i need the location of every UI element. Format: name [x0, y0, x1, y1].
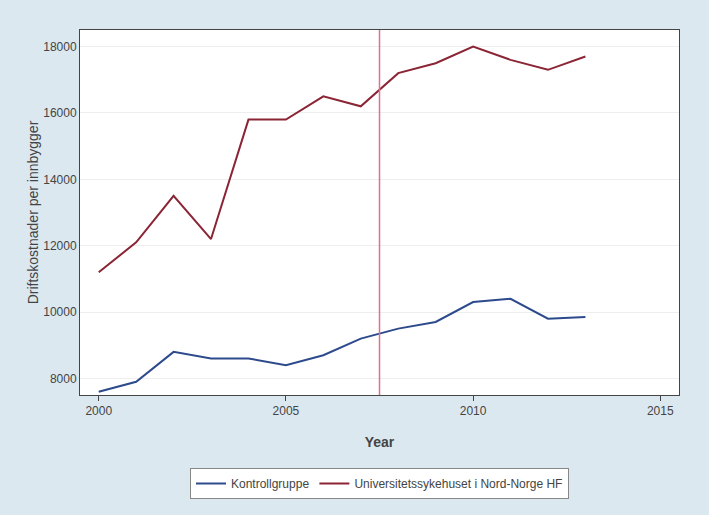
svg-text:16000: 16000 — [43, 106, 77, 120]
svg-text:Kontrollgruppe: Kontrollgruppe — [231, 477, 309, 491]
svg-text:14000: 14000 — [43, 173, 77, 187]
svg-text:10000: 10000 — [43, 305, 77, 319]
svg-text:2005: 2005 — [273, 404, 300, 418]
svg-text:2010: 2010 — [460, 404, 487, 418]
svg-text:8000: 8000 — [50, 372, 77, 386]
svg-text:2015: 2015 — [647, 404, 674, 418]
svg-text:18000: 18000 — [43, 40, 77, 54]
svg-text:12000: 12000 — [43, 239, 77, 253]
svg-text:Year: Year — [365, 434, 395, 450]
svg-text:2000: 2000 — [85, 404, 112, 418]
svg-text:Driftskostnader per innbygger: Driftskostnader per innbygger — [25, 120, 41, 304]
svg-text:Universitetssykehuset i Nord-N: Universitetssykehuset i Nord-Norge HF — [354, 477, 562, 491]
